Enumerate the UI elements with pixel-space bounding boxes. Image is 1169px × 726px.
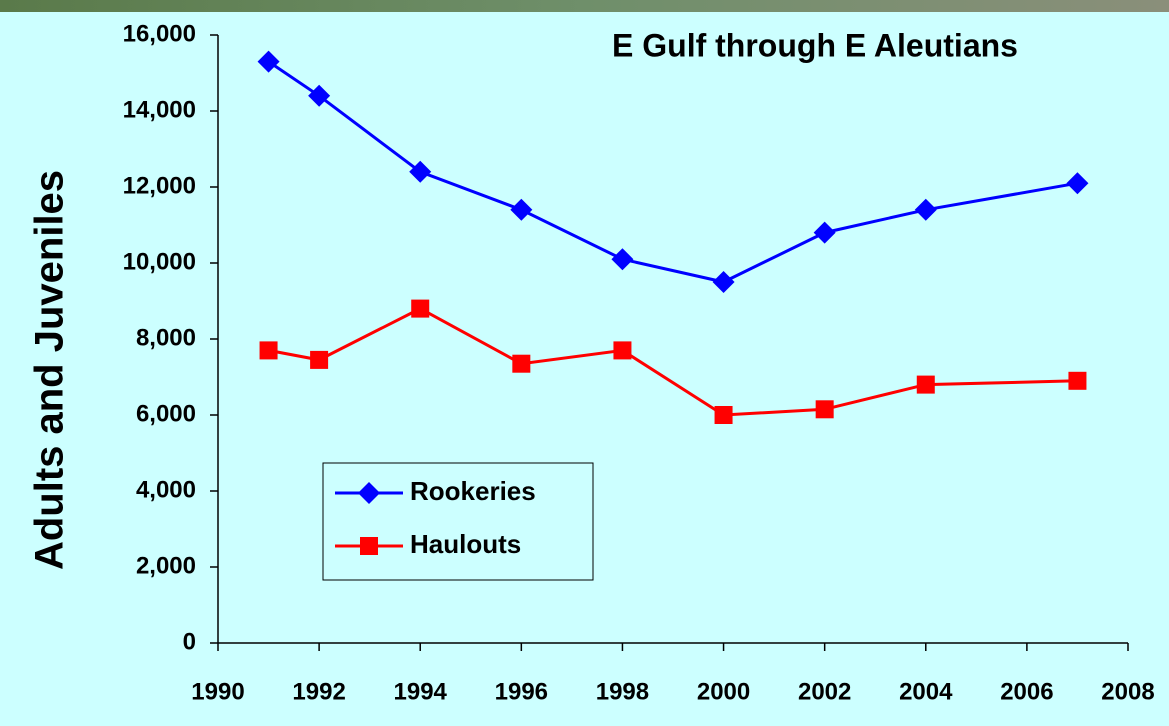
data-point — [409, 160, 432, 183]
legend-marker — [358, 482, 380, 504]
chart-title: E Gulf through E Aleutians — [612, 27, 1018, 63]
data-point — [510, 198, 533, 221]
data-point — [815, 400, 834, 419]
data-point — [611, 248, 634, 271]
y-tick-label: 16,000 — [123, 20, 196, 47]
data-point — [257, 50, 280, 73]
data-point — [613, 341, 632, 360]
x-tick-label: 1992 — [292, 678, 345, 705]
data-point — [310, 350, 329, 369]
data-point — [916, 375, 935, 394]
data-point — [813, 221, 836, 244]
legend-marker — [360, 537, 378, 555]
x-tick-label: 1996 — [495, 678, 548, 705]
x-tick-label: 1998 — [596, 678, 649, 705]
photo-strip — [0, 0, 1169, 12]
y-tick-label: 6,000 — [136, 400, 196, 427]
y-tick-label: 2,000 — [136, 552, 196, 579]
data-point — [259, 341, 278, 360]
x-tick-label: 1994 — [394, 678, 448, 705]
y-tick-label: 10,000 — [123, 248, 196, 275]
data-point — [714, 406, 733, 424]
y-axis-title: Adults and Juveniles — [28, 170, 72, 570]
y-tick-label: 8,000 — [136, 324, 196, 351]
y-tick-label: 4,000 — [136, 476, 196, 503]
data-point — [411, 299, 430, 318]
data-point — [308, 84, 331, 107]
data-point — [1068, 371, 1087, 390]
legend-label: Rookeries — [410, 476, 536, 506]
x-tick-label: 2000 — [697, 678, 750, 705]
x-tick-label: 2002 — [798, 678, 851, 705]
x-tick-label: 2006 — [1000, 678, 1053, 705]
x-tick-label: 2008 — [1101, 678, 1154, 705]
x-tick-label: 2004 — [899, 678, 953, 705]
y-tick-label: 0 — [183, 628, 196, 655]
legend-box — [322, 462, 594, 581]
data-point — [712, 271, 735, 293]
data-point — [914, 198, 937, 221]
y-tick-label: 12,000 — [123, 172, 196, 199]
data-point — [512, 354, 531, 373]
y-tick-label: 14,000 — [123, 96, 196, 123]
data-point — [1066, 172, 1089, 195]
legend-label: Haulouts — [410, 529, 521, 559]
x-tick-label: 1990 — [191, 678, 244, 705]
